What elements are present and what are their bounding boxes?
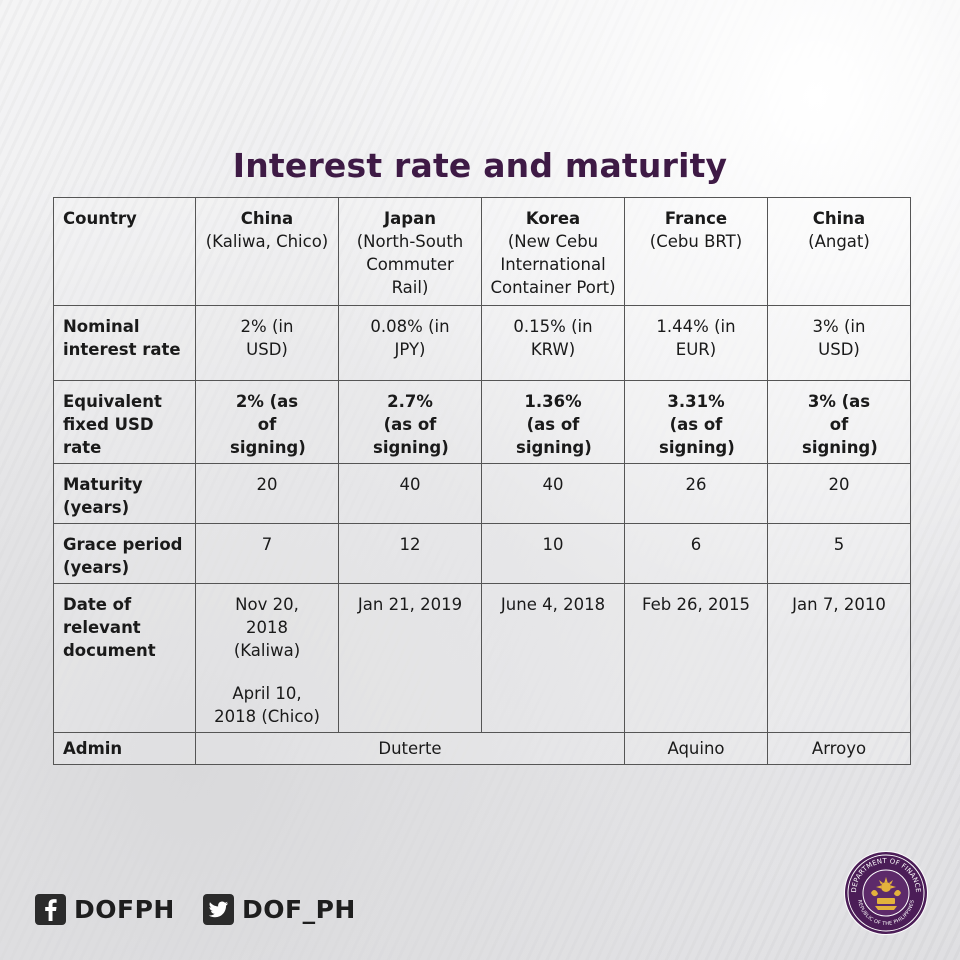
table-cell: 12 bbox=[338, 523, 482, 584]
header-row: Country China (Kaliwa, Chico) Japan (Nor… bbox=[53, 197, 911, 306]
table-cell: 2% (in USD) bbox=[195, 305, 339, 381]
facebook-handle-text: DOFPH bbox=[74, 894, 175, 924]
table-cell: 40 bbox=[338, 463, 482, 524]
interest-rate-table: Country China (Kaliwa, Chico) Japan (Nor… bbox=[53, 197, 911, 765]
table-cell: Feb 26, 2015 bbox=[624, 583, 768, 733]
twitter-icon bbox=[203, 893, 234, 925]
table-cell: 26 bbox=[624, 463, 768, 524]
table-cell: June 4, 2018 bbox=[481, 583, 625, 733]
country-label: Country bbox=[53, 197, 196, 306]
table-cell: 2% (as of signing) bbox=[195, 380, 339, 464]
table-cell: 3.31% (as of signing) bbox=[624, 380, 768, 464]
table-cell: 6 bbox=[624, 523, 768, 584]
table-cell: 2.7% (as of signing) bbox=[338, 380, 482, 464]
table-cell: 40 bbox=[481, 463, 625, 524]
table-cell: 1.36% (as of signing) bbox=[481, 380, 625, 464]
column-header: China (Angat) bbox=[767, 197, 911, 306]
row-label: Date of relevant document bbox=[53, 583, 196, 733]
table-row: Equivalent fixed USD rate 2% (as of sign… bbox=[53, 380, 911, 464]
twitter-handle: DOF_PH bbox=[203, 893, 356, 925]
table-cell: Nov 20, 2018 (Kaliwa) April 10, 2018 (Ch… bbox=[195, 583, 339, 733]
twitter-handle-text: DOF_PH bbox=[242, 894, 356, 924]
table-cell: 5 bbox=[767, 523, 911, 584]
table-row: Maturity (years) 20 40 40 26 20 bbox=[53, 463, 911, 524]
facebook-handle: DOFPH bbox=[35, 893, 175, 925]
table-row: Nominal interest rate 2% (in USD) 0.08% … bbox=[53, 305, 911, 381]
department-of-finance-seal: DEPARTMENT OF FINANCE REPUBLIC OF THE PH… bbox=[843, 850, 929, 936]
row-label: Grace period (years) bbox=[53, 523, 196, 584]
admin-duterte: Duterte bbox=[195, 732, 625, 765]
table-cell: 0.08% (in JPY) bbox=[338, 305, 482, 381]
table-cell: 3% (as of signing) bbox=[767, 380, 911, 464]
table-cell: 7 bbox=[195, 523, 339, 584]
table-cell: 10 bbox=[481, 523, 625, 584]
column-header: France (Cebu BRT) bbox=[624, 197, 768, 306]
row-label: Equivalent fixed USD rate bbox=[53, 380, 196, 464]
column-header: Japan (North-South Commuter Rail) bbox=[338, 197, 482, 306]
table-cell: Jan 21, 2019 bbox=[338, 583, 482, 733]
page-title: Interest rate and maturity bbox=[232, 146, 728, 185]
admin-arroyo: Arroyo bbox=[767, 732, 911, 765]
date-chico: April 10, 2018 (Chico) bbox=[214, 684, 320, 726]
table-cell: 1.44% (in EUR) bbox=[624, 305, 768, 381]
table-row: Grace period (years) 7 12 10 6 5 bbox=[53, 523, 911, 584]
table-row: Date of relevant document Nov 20, 2018 (… bbox=[53, 583, 911, 733]
column-header: China (Kaliwa, Chico) bbox=[195, 197, 339, 306]
facebook-icon bbox=[35, 893, 66, 925]
row-label: Admin bbox=[53, 732, 196, 765]
admin-row: Admin Duterte Aquino Arroyo bbox=[53, 732, 911, 765]
table-cell: 20 bbox=[195, 463, 339, 524]
admin-aquino: Aquino bbox=[624, 732, 768, 765]
column-header: Korea (New Cebu International Container … bbox=[481, 197, 625, 306]
table-cell: 20 bbox=[767, 463, 911, 524]
date-kaliwa: Nov 20, 2018 (Kaliwa) bbox=[233, 595, 301, 660]
table-cell: Jan 7, 2010 bbox=[767, 583, 911, 733]
row-label: Maturity (years) bbox=[53, 463, 196, 524]
table-cell: 3% (in USD) bbox=[767, 305, 911, 381]
table-cell: 0.15% (in KRW) bbox=[481, 305, 625, 381]
row-label: Nominal interest rate bbox=[53, 305, 196, 381]
